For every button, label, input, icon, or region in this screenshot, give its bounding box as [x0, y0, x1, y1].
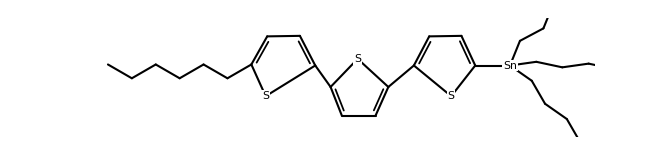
Text: S: S	[448, 91, 455, 101]
Text: S: S	[354, 54, 361, 64]
Text: Sn: Sn	[503, 61, 517, 71]
Text: S: S	[262, 91, 269, 101]
